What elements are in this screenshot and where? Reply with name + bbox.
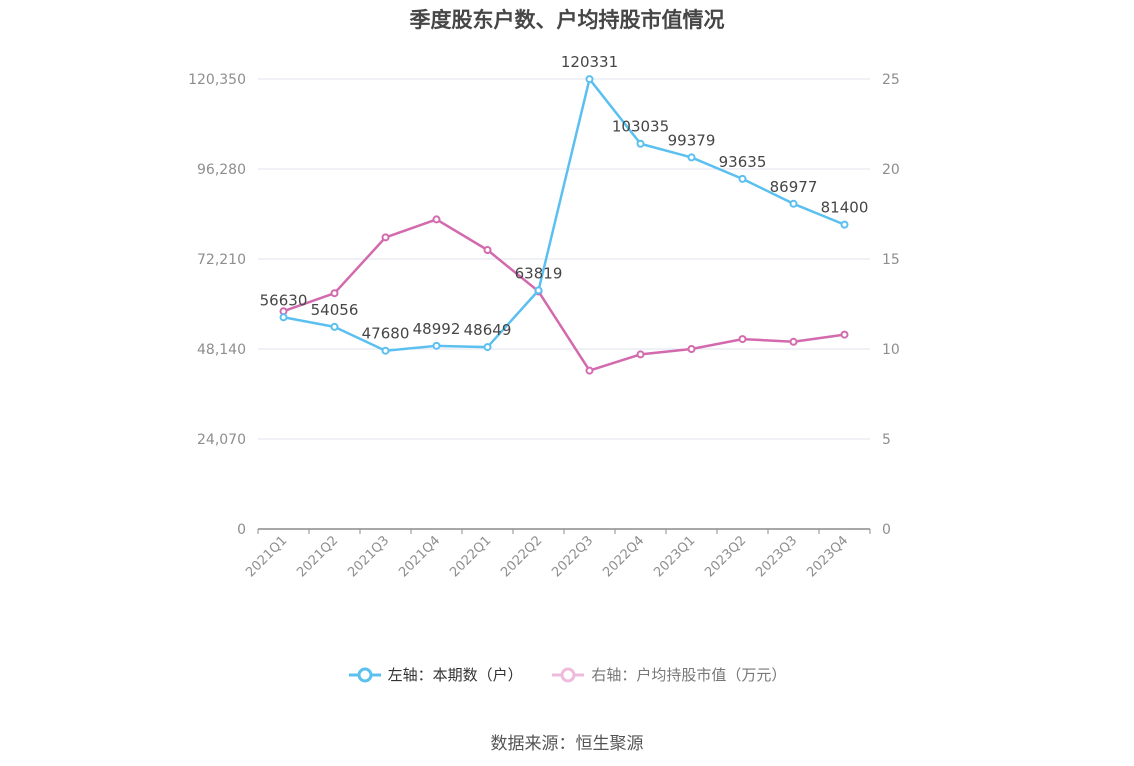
series-point-holders	[534, 286, 543, 295]
series-point-market-value	[585, 366, 594, 375]
data-label: 103035	[612, 118, 669, 136]
series-point-holders	[279, 313, 288, 322]
left-axis-tick-label: 96,280	[197, 162, 246, 178]
series-point-market-value	[738, 335, 747, 344]
data-label: 93635	[719, 153, 767, 171]
x-axis-tick-label: 2021Q1	[243, 533, 290, 580]
data-label: 99379	[668, 131, 716, 149]
series-point-market-value	[789, 337, 798, 346]
legend-item-series-2[interactable]: 右轴：户均持股市值（万元）	[551, 664, 786, 685]
legend: 左轴：本期数（户） 右轴：户均持股市值（万元）	[0, 664, 1134, 689]
left-axis-tick-label: 48,140	[197, 342, 246, 358]
series-point-holders	[381, 346, 390, 355]
x-axis-tick-label: 2023Q1	[651, 533, 698, 580]
right-axis-tick-label: 20	[882, 162, 900, 178]
source-note: 数据来源：恒生聚源	[490, 734, 644, 754]
legend-label-series-2: 右轴：户均持股市值（万元）	[591, 666, 787, 684]
x-axis-tick-label: 2022Q2	[498, 533, 545, 580]
series-point-holders	[330, 322, 339, 331]
chart-title: 季度股东户数、户均持股市值情况	[409, 8, 725, 32]
data-label: 48649	[464, 321, 512, 339]
data-label: 86977	[770, 178, 818, 196]
data-label: 54056	[311, 301, 359, 319]
series-point-holders	[789, 199, 798, 208]
x-axis-tick-label: 2022Q3	[549, 533, 596, 580]
series-point-holders	[585, 75, 594, 84]
series-point-holders	[432, 341, 441, 350]
right-axis-tick-label: 10	[882, 342, 900, 358]
left-axis-tick-label: 24,070	[197, 432, 246, 448]
chart-canvas: 0 24,070 48,140 72,210 96,280 120,350 0 5 10 15 2…	[188, 53, 900, 580]
right-axis-tick-label: 25	[882, 72, 900, 88]
right-axis: 0 5 10 15 20 25	[882, 72, 900, 538]
x-axis-tick-label: 2022Q4	[600, 533, 647, 580]
x-axis-tick-label: 2021Q4	[396, 533, 443, 580]
series-point-market-value	[687, 345, 696, 353]
grid-layer	[258, 78, 870, 440]
data-label: 120331	[561, 53, 618, 71]
legend-item-series-1[interactable]: 左轴：本期数（户）	[348, 664, 523, 685]
series-point-holders	[687, 153, 696, 162]
x-axis-tick-label: 2023Q3	[753, 533, 800, 580]
data-label: 81400	[821, 199, 869, 217]
data-label: 47680	[362, 325, 410, 343]
legend-circle-icon	[552, 667, 585, 682]
series-point-holders	[636, 139, 645, 148]
left-axis-tick-label: 72,210	[197, 252, 246, 268]
series-layer	[279, 75, 849, 375]
series-point-market-value	[432, 215, 441, 224]
series-point-market-value	[636, 350, 645, 359]
x-axis-tick-label: 2023Q4	[804, 533, 851, 580]
left-axis-tick-label: 120,350	[188, 72, 246, 88]
right-axis-tick-label: 15	[882, 252, 900, 268]
series-point-market-value	[483, 246, 492, 254]
legend-label-series-1: 左轴：本期数（户）	[387, 666, 523, 684]
series-point-market-value	[330, 289, 339, 298]
x-axis: 2021Q1 2021Q2 2021Q3 2021Q4 2022Q1 2022Q2 2022…	[243, 528, 871, 580]
data-label: 56630	[260, 291, 308, 309]
x-axis-tick-label: 2021Q2	[294, 533, 341, 580]
series-line-market-value	[283, 218, 845, 372]
series-point-market-value	[381, 233, 390, 242]
series-point-holders	[840, 220, 849, 229]
x-axis-tick-label: 2021Q3	[345, 533, 392, 580]
data-label: 48992	[413, 320, 461, 338]
data-label: 63819	[515, 264, 563, 282]
x-axis-tick-label: 2022Q1	[447, 533, 494, 580]
right-axis-tick-label: 5	[882, 432, 891, 448]
left-axis: 0 24,070 48,140 72,210 96,280 120,350	[188, 72, 246, 538]
series-point-holders	[483, 343, 492, 352]
series-line-holders	[283, 77, 845, 352]
legend-circle-icon	[348, 667, 381, 682]
left-axis-tick-label: 0	[237, 522, 246, 538]
series-point-market-value	[840, 330, 849, 339]
x-axis-tick-label: 2023Q2	[702, 533, 749, 580]
right-axis-tick-label: 0	[882, 522, 891, 538]
series-point-holders	[738, 174, 747, 183]
